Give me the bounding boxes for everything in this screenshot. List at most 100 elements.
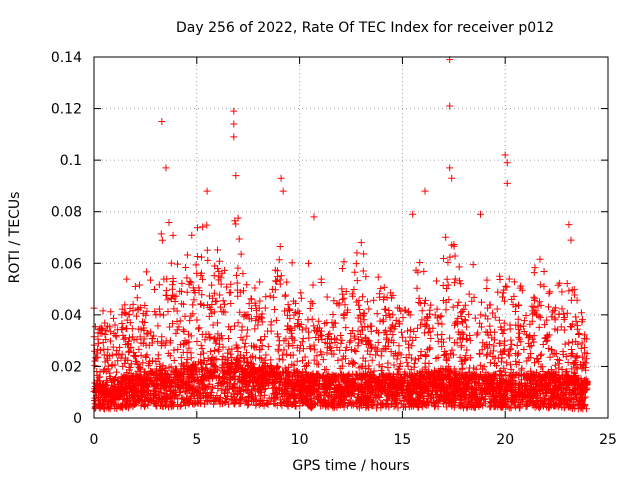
- data-point: [348, 357, 356, 365]
- data-point: [552, 350, 560, 358]
- data-point: [343, 308, 351, 316]
- data-point: [418, 316, 426, 324]
- data-point: [227, 350, 235, 358]
- data-point: [270, 293, 278, 301]
- data-point: [498, 293, 506, 301]
- data-point: [215, 347, 223, 355]
- data-point: [443, 285, 451, 293]
- data-point: [515, 329, 523, 337]
- data-point: [486, 301, 494, 309]
- data-point: [539, 340, 547, 348]
- data-point: [432, 277, 440, 285]
- data-point: [145, 341, 153, 349]
- data-point: [256, 278, 264, 286]
- data-point: [445, 354, 453, 362]
- data-point: [457, 313, 465, 321]
- data-point: [216, 334, 224, 342]
- data-point: [338, 264, 346, 272]
- data-point: [368, 387, 376, 395]
- data-point: [531, 387, 539, 395]
- data-point: [245, 300, 253, 308]
- data-point: [340, 258, 348, 266]
- data-point: [568, 338, 576, 346]
- data-point: [177, 354, 185, 362]
- data-point: [564, 359, 572, 367]
- data-point: [172, 292, 180, 300]
- data-point: [335, 378, 343, 386]
- data-point: [215, 272, 223, 280]
- data-point: [133, 294, 141, 302]
- data-point: [488, 334, 496, 342]
- data-point: [120, 335, 128, 343]
- data-point: [193, 338, 201, 346]
- data-point: [418, 307, 426, 315]
- data-point: [340, 403, 348, 411]
- data-point: [342, 346, 350, 354]
- data-point: [241, 339, 249, 347]
- data-point: [398, 333, 406, 341]
- data-point: [555, 360, 563, 368]
- data-point: [184, 330, 192, 338]
- data-point: [459, 360, 467, 368]
- data-point: [396, 360, 404, 368]
- data-point: [204, 354, 212, 362]
- data-point: [421, 329, 429, 337]
- data-point: [411, 356, 419, 364]
- data-point: [284, 322, 292, 330]
- data-point: [243, 358, 251, 366]
- data-point: [460, 305, 468, 313]
- data-point: [306, 343, 314, 351]
- data-point: [505, 352, 513, 360]
- data-point: [361, 357, 369, 365]
- data-point: [492, 362, 500, 370]
- data-point: [219, 369, 227, 377]
- data-point: [449, 351, 457, 359]
- data-point: [149, 357, 157, 365]
- data-point: [136, 281, 144, 289]
- data-point: [337, 339, 345, 347]
- data-point: [196, 358, 204, 366]
- data-point: [169, 399, 177, 407]
- chart-title: Day 256 of 2022, Rate Of TEC Index for r…: [176, 20, 554, 36]
- data-point: [119, 331, 127, 339]
- data-point: [309, 281, 317, 289]
- data-point: [270, 384, 278, 392]
- data-point: [480, 396, 488, 404]
- data-point: [116, 343, 124, 351]
- data-point: [271, 266, 279, 274]
- data-point: [100, 351, 108, 359]
- data-point: [238, 326, 246, 334]
- data-point: [162, 164, 170, 172]
- data-point: [379, 316, 387, 324]
- data-point: [252, 317, 260, 325]
- data-point: [404, 362, 412, 370]
- data-point: [91, 323, 99, 331]
- data-point: [547, 389, 555, 397]
- data-point: [416, 258, 424, 266]
- data-point: [173, 260, 181, 268]
- data-point: [240, 343, 248, 351]
- data-point: [299, 335, 307, 343]
- data-point: [203, 361, 211, 369]
- data-point: [183, 379, 191, 387]
- data-point: [236, 308, 244, 316]
- data-point: [538, 363, 546, 371]
- data-point: [372, 351, 380, 359]
- data-point: [163, 292, 171, 300]
- data-point: [497, 358, 505, 366]
- data-point: [146, 276, 154, 284]
- data-point: [413, 284, 421, 292]
- data-point: [131, 282, 139, 290]
- data-point: [361, 334, 369, 342]
- data-point: [528, 302, 536, 310]
- data-point: [399, 389, 407, 397]
- data-point: [561, 340, 569, 348]
- data-point: [326, 340, 334, 348]
- data-point: [455, 298, 463, 306]
- data-point: [317, 278, 325, 286]
- data-point: [451, 275, 459, 283]
- data-point: [145, 370, 153, 378]
- data-point: [111, 321, 119, 329]
- data-point: [193, 316, 201, 324]
- data-point: [221, 308, 229, 316]
